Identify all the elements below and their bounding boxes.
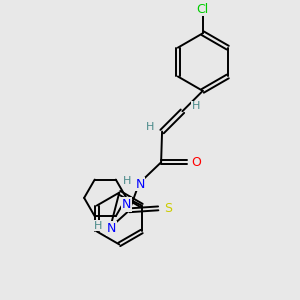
Text: H: H xyxy=(192,101,200,111)
Text: Cl: Cl xyxy=(197,3,209,16)
Text: N: N xyxy=(135,178,145,191)
Text: N: N xyxy=(122,198,131,211)
Text: H: H xyxy=(146,122,154,132)
Text: N: N xyxy=(106,222,116,235)
Text: O: O xyxy=(192,156,202,169)
Text: H: H xyxy=(94,220,103,231)
Text: H: H xyxy=(123,176,131,187)
Text: S: S xyxy=(164,202,172,215)
